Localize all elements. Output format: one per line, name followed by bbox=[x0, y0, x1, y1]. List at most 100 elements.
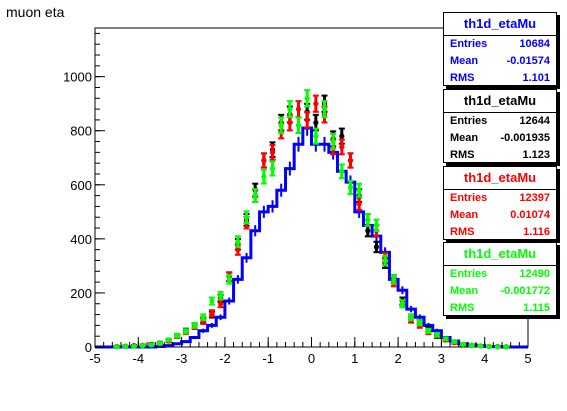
data-point bbox=[287, 106, 293, 112]
data-point bbox=[356, 187, 362, 193]
stats-row-entries: Entries 10684 bbox=[444, 36, 556, 53]
x-tick-label: 0 bbox=[308, 351, 315, 366]
series-layer bbox=[95, 89, 528, 350]
data-point bbox=[217, 293, 224, 299]
stats-box-title: th1d_etaMu bbox=[444, 167, 556, 190]
stats-key: Mean bbox=[450, 285, 479, 297]
stats-box: th1d_etaMu Entries 12490 Mean -0.001772 RMS 1.… bbox=[443, 242, 557, 316]
chart-title: muon eta bbox=[6, 4, 65, 20]
stats-key: Entries bbox=[450, 268, 488, 280]
data-point bbox=[486, 343, 492, 350]
stats-row-mean: Mean -0.01574 bbox=[444, 53, 556, 70]
data-point bbox=[347, 184, 354, 191]
series-3 bbox=[113, 89, 510, 350]
x-tick-label: 1 bbox=[351, 351, 358, 366]
stats-row-rms: RMS 1.123 bbox=[444, 147, 556, 164]
stats-value: 1.123 bbox=[522, 149, 550, 161]
data-point bbox=[235, 238, 241, 245]
data-point bbox=[399, 301, 406, 307]
y-tick-label: 600 bbox=[70, 178, 92, 193]
data-point bbox=[495, 344, 501, 350]
data-point bbox=[460, 341, 466, 347]
data-point bbox=[321, 106, 328, 112]
x-tick-label: 4 bbox=[481, 351, 488, 366]
stats-value: 12644 bbox=[519, 115, 550, 127]
data-point bbox=[339, 144, 345, 150]
data-point bbox=[131, 343, 137, 349]
stats-key: Entries bbox=[450, 192, 488, 204]
data-point bbox=[261, 174, 267, 180]
data-point bbox=[269, 149, 276, 155]
data-point bbox=[425, 328, 432, 334]
stats-key: Mean bbox=[450, 132, 479, 144]
x-tick-label: -4 bbox=[133, 351, 145, 366]
stats-value: 0.01074 bbox=[510, 209, 550, 221]
data-point bbox=[313, 133, 319, 139]
x-tick-label: -5 bbox=[89, 351, 101, 366]
data-point bbox=[365, 217, 371, 223]
data-point bbox=[339, 168, 345, 174]
stats-row-rms: RMS 1.116 bbox=[444, 224, 556, 241]
series-step-line bbox=[95, 126, 528, 349]
data-point bbox=[339, 133, 345, 139]
stats-value: -0.001772 bbox=[500, 285, 550, 297]
data-point bbox=[261, 157, 267, 164]
stats-value: 12490 bbox=[519, 268, 550, 280]
data-point bbox=[503, 344, 509, 350]
stats-value: 1.116 bbox=[523, 226, 550, 238]
data-point bbox=[140, 343, 146, 349]
stats-box-title: th1d_etaMu bbox=[444, 243, 556, 266]
stats-row-entries: Entries 12490 bbox=[444, 266, 556, 283]
stats-value: -0.01574 bbox=[506, 55, 550, 67]
data-point bbox=[217, 301, 224, 307]
data-point bbox=[347, 157, 354, 164]
data-point bbox=[304, 117, 310, 123]
stats-row-entries: Entries 12644 bbox=[444, 113, 556, 130]
stats-value: 10684 bbox=[519, 38, 550, 50]
stats-key: RMS bbox=[450, 149, 475, 161]
y-tick-label: 400 bbox=[70, 232, 92, 247]
stats-row-mean: Mean -0.001935 bbox=[444, 130, 556, 147]
y-tick-label: 800 bbox=[70, 124, 92, 139]
x-tick-label: -2 bbox=[219, 351, 231, 366]
axes: -5 -4 -3 -2 -1 0 1 2 3 4 5 0 200 400 600 800 1000 bbox=[63, 32, 532, 366]
data-point bbox=[313, 120, 319, 126]
stats-row-mean: Mean 0.01074 bbox=[444, 207, 556, 224]
data-point bbox=[209, 298, 215, 304]
stats-value: 12397 bbox=[519, 192, 550, 204]
data-point bbox=[278, 122, 284, 128]
y-tick-label: 200 bbox=[70, 286, 92, 301]
data-point bbox=[174, 333, 180, 339]
stats-row-entries: Entries 12397 bbox=[444, 190, 556, 207]
stats-box-title: th1d_etaMu bbox=[444, 13, 556, 36]
stats-key: RMS bbox=[450, 226, 475, 238]
data-point bbox=[287, 120, 293, 126]
data-point bbox=[122, 343, 128, 350]
x-tick-label: 2 bbox=[394, 351, 401, 366]
x-tick-label: -1 bbox=[262, 351, 274, 366]
data-point bbox=[166, 337, 172, 343]
data-point bbox=[252, 193, 258, 199]
data-point bbox=[356, 201, 362, 207]
stats-key: Mean bbox=[450, 55, 479, 67]
data-point bbox=[191, 322, 198, 328]
data-point bbox=[373, 222, 380, 228]
data-point bbox=[330, 138, 336, 145]
data-point bbox=[382, 257, 388, 264]
data-point bbox=[469, 342, 475, 348]
stats-key: Entries bbox=[450, 38, 488, 50]
y-tick-label: 1000 bbox=[63, 70, 92, 85]
data-point bbox=[365, 228, 371, 234]
data-point bbox=[451, 338, 457, 345]
stats-box: th1d_etaMu Entries 12644 Mean -0.001935 RMS 1.… bbox=[443, 89, 557, 163]
data-point bbox=[434, 332, 440, 338]
data-point bbox=[183, 328, 189, 334]
data-point bbox=[295, 122, 302, 128]
data-point bbox=[391, 276, 397, 283]
data-point bbox=[157, 340, 163, 346]
stats-row-mean: Mean -0.001772 bbox=[444, 283, 556, 300]
data-point bbox=[148, 342, 154, 348]
y-tick-label: 0 bbox=[85, 340, 92, 355]
stats-box: th1d_etaMu Entries 12397 Mean 0.01074 RMS 1.11… bbox=[443, 166, 557, 240]
data-point bbox=[235, 247, 241, 253]
